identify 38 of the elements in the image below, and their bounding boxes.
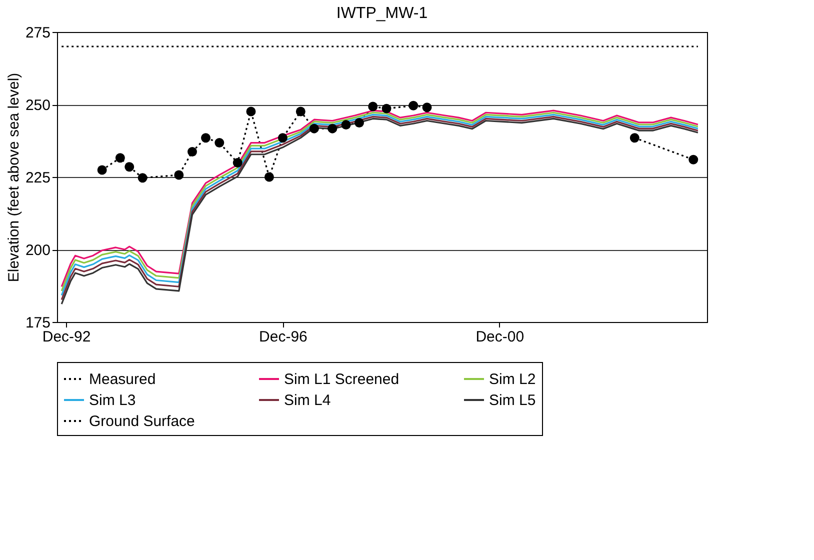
point — [232, 158, 242, 168]
point — [174, 170, 184, 180]
x-tick-label: Dec-96 — [259, 328, 308, 346]
point — [354, 118, 364, 128]
y-tick-label: 275 — [25, 24, 50, 42]
y-tick-label: 250 — [25, 97, 50, 114]
point — [278, 133, 288, 143]
point — [264, 172, 274, 182]
legend-label: Sim L1 Screened — [284, 371, 400, 388]
chart-title: IWTP_MW-1 — [336, 5, 428, 22]
point — [188, 147, 197, 157]
x-tick-label: Dec-00 — [476, 328, 524, 346]
y-tick-label: 225 — [25, 170, 50, 186]
legend-label: Sim L5 — [489, 392, 536, 409]
point — [115, 153, 125, 163]
point — [97, 165, 107, 175]
y-tick-label: 200 — [25, 242, 50, 259]
legend-label: Sim L2 — [489, 371, 536, 388]
point — [138, 173, 148, 183]
point — [214, 138, 224, 148]
point — [201, 133, 210, 143]
y-axis-title: Elevation (feet above sea level) — [5, 72, 22, 282]
point — [422, 102, 432, 112]
x-tick-label: Dec-92 — [42, 328, 91, 346]
legend-label: Sim L4 — [284, 392, 331, 409]
point — [341, 120, 351, 130]
point — [309, 124, 319, 134]
legend-label: Measured — [89, 371, 156, 388]
point — [328, 124, 338, 134]
point — [246, 106, 256, 116]
legend-label: Ground Surface — [89, 413, 195, 430]
legend-label: Sim L3 — [89, 392, 136, 409]
point — [368, 102, 378, 112]
point — [408, 100, 418, 110]
point — [296, 106, 306, 116]
point — [382, 104, 392, 114]
y-tick-label: 175 — [25, 314, 50, 332]
point — [124, 162, 134, 172]
